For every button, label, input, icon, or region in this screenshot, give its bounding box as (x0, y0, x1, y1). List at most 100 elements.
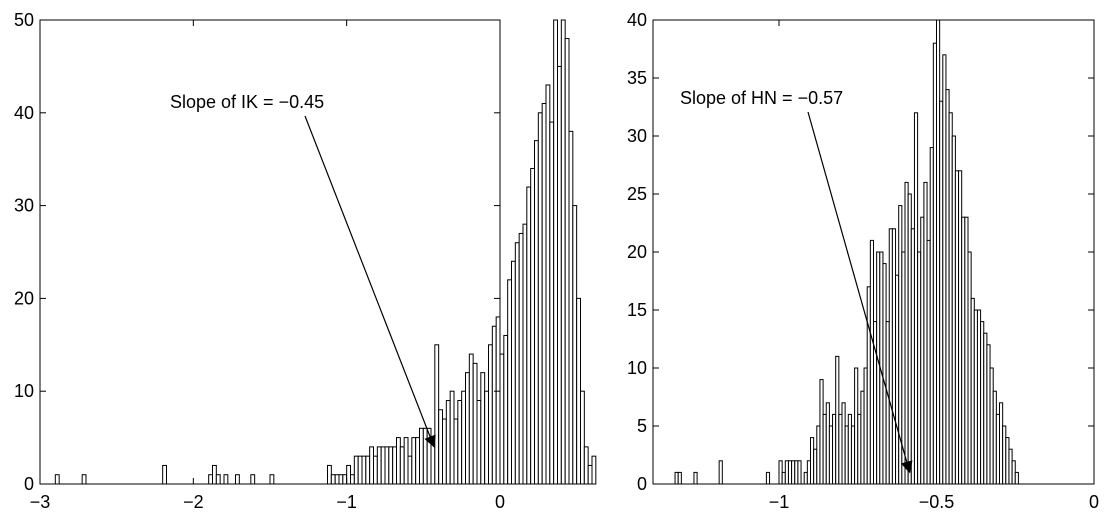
histogram-bar (495, 316, 501, 485)
histogram-bar (353, 455, 359, 485)
histogram-bar (419, 427, 424, 485)
histogram-bar (718, 460, 723, 485)
x-axis-ticks: −3 −2 −1 0 (30, 20, 505, 512)
y-tick-label: 35 (627, 68, 647, 88)
annotation-arrow (807, 111, 913, 474)
histogram-bar (434, 344, 440, 485)
y-tick-label: 0 (24, 474, 34, 494)
histogram-bar (1014, 471, 1019, 485)
y-tick-label: 30 (627, 126, 647, 146)
x-tick-label: −1 (769, 492, 790, 512)
y-tick-label: 5 (637, 416, 647, 436)
histogram-bar (537, 112, 543, 485)
x-tick-label: 0 (1089, 492, 1099, 512)
histogram-bar (403, 437, 409, 485)
histogram-bar (338, 474, 344, 485)
x-tick-label: −3 (30, 492, 51, 512)
histogram-bar (235, 474, 240, 485)
histogram-bar (518, 232, 524, 485)
y-tick-label: 30 (14, 196, 34, 216)
histogram-bar (560, 19, 566, 485)
histogram-bar (388, 446, 394, 485)
histogram-bar (361, 455, 367, 485)
histogram-bar (549, 121, 555, 485)
histogram-bar (557, 65, 562, 485)
x-tick-label: −1 (336, 492, 357, 512)
histogram-bar (480, 372, 486, 485)
histogram-bar (411, 437, 417, 485)
y-tick-label: 40 (627, 10, 647, 30)
annotation-arrow (304, 115, 436, 448)
annotation-label: Slope of HN = −0.57 (680, 88, 843, 108)
histogram-bar (392, 446, 398, 485)
histogram-bar (54, 474, 60, 485)
histogram-bar (522, 223, 528, 485)
histogram-bar (399, 446, 405, 485)
histogram-bar (576, 297, 581, 485)
histogram-bar (583, 446, 589, 485)
histogram-bar (330, 474, 336, 485)
histogram-bar (445, 399, 451, 485)
histogram-panel-hn-slope: −1 −0.5 0 0 5 10 15 20 25 30 35 40 Slope of HN = −0.… (627, 10, 1099, 512)
histogram-bar (572, 205, 578, 485)
y-tick-label: 0 (637, 474, 647, 494)
histogram-bar (407, 455, 413, 485)
histogram-bar (499, 353, 505, 485)
histogram-bar (81, 474, 87, 485)
histogram-bar (461, 390, 467, 485)
histogram-bar (530, 167, 535, 485)
axes-frame (39, 19, 501, 485)
x-tick-label: −2 (183, 492, 204, 512)
histogram-bar (484, 390, 490, 485)
histogram-bar (208, 474, 213, 485)
histogram-bar (162, 464, 167, 485)
histogram-bar (580, 390, 585, 485)
histogram-bar (327, 464, 332, 485)
y-tick-label: 40 (14, 103, 34, 123)
annotation-label: Slope of IK = −0.45 (170, 92, 324, 112)
histogram-bar (438, 409, 444, 485)
histogram-bar (422, 427, 428, 485)
histogram-bar (488, 344, 493, 485)
histogram-bar (545, 84, 551, 485)
histogram-bar (415, 437, 421, 485)
histogram-bar (465, 372, 470, 485)
histogram-bar (346, 464, 352, 485)
histogram-panel-ik-slope: −3 −2 −1 0 0 10 20 30 40 50 Slope of IK = −0.45 (14, 10, 597, 512)
y-tick-label: 15 (627, 300, 647, 320)
histogram-bar (365, 455, 371, 485)
histogram-bar (587, 464, 593, 485)
histogram-bar (212, 464, 217, 485)
histogram-bar (384, 446, 390, 485)
histogram-bar (380, 446, 386, 485)
histogram-bar (350, 474, 355, 485)
histogram-bar (472, 362, 478, 485)
y-axis-ticks: 0 5 10 15 20 25 30 35 40 (627, 10, 1094, 494)
histogram-bar (250, 474, 256, 485)
histogram-bar (765, 471, 771, 485)
histogram-bar (342, 474, 348, 485)
histogram-bar (449, 390, 455, 485)
y-tick-label: 20 (627, 242, 647, 262)
histogram-bar (568, 130, 574, 485)
histogram-bar (457, 399, 463, 485)
histogram-bar (591, 455, 597, 485)
histogram-bar (541, 103, 547, 485)
histogram-bars (54, 19, 597, 485)
y-tick-label: 25 (627, 184, 647, 204)
histogram-bar (269, 474, 275, 485)
histogram-bar (526, 186, 532, 485)
histogram-bar (511, 260, 516, 485)
histogram-bar (357, 455, 363, 485)
x-axis-ticks: −1 −0.5 0 (769, 20, 1099, 512)
histogram-bar (503, 335, 509, 485)
x-tick-label: −0.5 (919, 492, 955, 512)
histogram-bar (223, 474, 229, 485)
histogram-bar (534, 140, 539, 485)
y-tick-label: 10 (14, 381, 34, 401)
histogram-bar (553, 19, 558, 485)
histogram-bar (442, 418, 447, 485)
histogram-bar (693, 471, 698, 485)
histogram-bar (215, 474, 221, 485)
